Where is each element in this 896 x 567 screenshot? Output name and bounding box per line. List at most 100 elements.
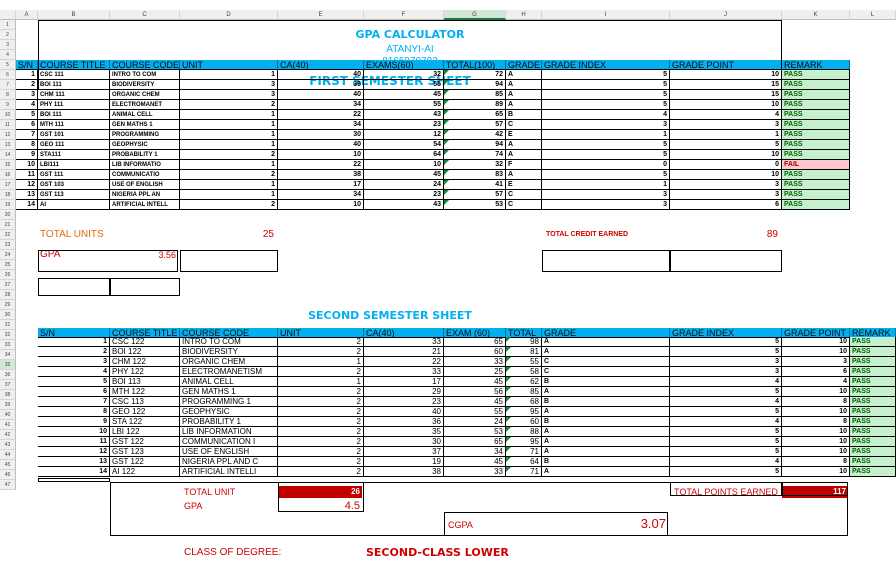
second-cell[interactable]: A bbox=[542, 447, 670, 457]
first-cell[interactable]: 7 bbox=[16, 130, 38, 140]
first-cell[interactable]: A bbox=[506, 70, 542, 80]
second-cell[interactable]: 3 bbox=[670, 357, 782, 367]
first-cell[interactable]: A bbox=[506, 140, 542, 150]
second-cell[interactable]: 10 bbox=[782, 437, 850, 447]
second-cell[interactable]: CSC 113 bbox=[110, 397, 180, 407]
row-header-28[interactable]: 28 bbox=[0, 290, 16, 300]
row-header-22[interactable]: 22 bbox=[0, 230, 16, 240]
row-header-24[interactable]: 24 bbox=[0, 250, 16, 260]
second-cell[interactable]: 10 bbox=[782, 447, 850, 457]
first-cell[interactable]: 1 bbox=[16, 70, 38, 80]
second-cell[interactable]: 9 bbox=[38, 417, 110, 427]
second-cell[interactable]: GST 122 bbox=[110, 457, 180, 467]
second-cell[interactable]: ANIMAL CELL bbox=[180, 377, 278, 387]
second-cell[interactable]: PASS bbox=[850, 337, 896, 347]
first-cell[interactable]: 32 bbox=[444, 160, 506, 170]
row-header-40[interactable]: 40 bbox=[0, 410, 16, 420]
second-gpa-value[interactable]: 4.5 bbox=[344, 500, 360, 512]
second-cell[interactable]: PHY 122 bbox=[110, 367, 180, 377]
row-header-38[interactable]: 38 bbox=[0, 390, 16, 400]
second-cell[interactable]: 14 bbox=[38, 467, 110, 477]
row-header-29[interactable]: 29 bbox=[0, 300, 16, 310]
second-cell[interactable]: PASS bbox=[850, 407, 896, 417]
first-cell[interactable]: 4 bbox=[670, 110, 782, 120]
first-cell[interactable]: 4 bbox=[542, 110, 670, 120]
row-header-37[interactable]: 37 bbox=[0, 380, 16, 390]
row-header-25[interactable]: 25 bbox=[0, 260, 16, 270]
second-cell[interactable]: 35 bbox=[364, 427, 444, 437]
second-cell[interactable]: ELECTROMANETISM bbox=[180, 367, 278, 377]
first-cell[interactable]: GEN MATHS 1 bbox=[110, 120, 180, 130]
first-cell[interactable]: 1 bbox=[180, 190, 278, 200]
first-cell[interactable]: PROBABILITY 1 bbox=[110, 150, 180, 160]
first-cell[interactable]: PASS bbox=[782, 110, 850, 120]
row-header-33[interactable]: 33 bbox=[0, 340, 16, 350]
first-cell[interactable]: 1 bbox=[180, 130, 278, 140]
first-cell[interactable]: 57 bbox=[444, 190, 506, 200]
first-cell[interactable]: 43 bbox=[364, 110, 444, 120]
second-cell[interactable]: B bbox=[542, 377, 670, 387]
second-cell[interactable]: B bbox=[542, 457, 670, 467]
second-cell[interactable]: 3 bbox=[782, 357, 850, 367]
first-cell[interactable]: 3 bbox=[670, 190, 782, 200]
first-cell[interactable]: 14 bbox=[16, 200, 38, 210]
first-cell[interactable]: 12 bbox=[16, 180, 38, 190]
first-cell[interactable]: 10 bbox=[278, 150, 364, 160]
first-cell[interactable]: 45 bbox=[364, 90, 444, 100]
first-cell[interactable]: PASS bbox=[782, 150, 850, 160]
second-cell[interactable]: LBI 122 bbox=[110, 427, 180, 437]
second-cell[interactable]: 55 bbox=[506, 357, 542, 367]
first-cell[interactable]: 4 bbox=[16, 100, 38, 110]
first-cell[interactable]: 1 bbox=[542, 130, 670, 140]
first-cell[interactable]: 1 bbox=[180, 180, 278, 190]
first-cell[interactable]: 40 bbox=[278, 90, 364, 100]
row-header-23[interactable]: 23 bbox=[0, 240, 16, 250]
second-cell[interactable]: 36 bbox=[364, 417, 444, 427]
second-cell[interactable]: 3 bbox=[38, 357, 110, 367]
first-cell[interactable]: 45 bbox=[364, 170, 444, 180]
first-cell[interactable]: 1 bbox=[670, 130, 782, 140]
first-cell[interactable]: 38 bbox=[278, 170, 364, 180]
first-cell[interactable]: PASS bbox=[782, 170, 850, 180]
first-cell[interactable]: 5 bbox=[16, 110, 38, 120]
second-cell[interactable]: 2 bbox=[278, 347, 364, 357]
first-cell[interactable]: 1 bbox=[180, 70, 278, 80]
second-cell[interactable]: 24 bbox=[444, 417, 506, 427]
first-cell[interactable]: 10 bbox=[16, 160, 38, 170]
first-cell[interactable]: 2 bbox=[180, 100, 278, 110]
row-header-18[interactable]: 18 bbox=[0, 190, 16, 200]
first-cell[interactable]: 3 bbox=[16, 90, 38, 100]
second-cell[interactable]: C bbox=[542, 357, 670, 367]
second-cell[interactable]: PROBABILITY 1 bbox=[180, 417, 278, 427]
second-cell[interactable]: 71 bbox=[506, 467, 542, 477]
row-header-30[interactable]: 30 bbox=[0, 310, 16, 320]
second-cell[interactable]: 88 bbox=[506, 427, 542, 437]
first-cell[interactable]: 9 bbox=[16, 150, 38, 160]
total-credit-value[interactable]: 89 bbox=[766, 229, 778, 240]
second-cell[interactable]: BIODIVERSITY bbox=[180, 347, 278, 357]
second-cell[interactable]: GST 123 bbox=[110, 447, 180, 457]
second-cell[interactable]: 45 bbox=[444, 377, 506, 387]
first-cell[interactable]: 55 bbox=[364, 100, 444, 110]
first-cell[interactable]: 5 bbox=[542, 150, 670, 160]
row-header-41[interactable]: 41 bbox=[0, 420, 16, 430]
first-cell[interactable]: GST 101 bbox=[38, 130, 110, 140]
second-cell[interactable]: GST 122 bbox=[110, 437, 180, 447]
column-header-h[interactable]: H bbox=[506, 10, 542, 20]
first-cell[interactable]: 83 bbox=[444, 170, 506, 180]
first-cell[interactable]: FAIL bbox=[782, 160, 850, 170]
second-cell[interactable]: 2 bbox=[278, 447, 364, 457]
second-cell[interactable]: CSC 122 bbox=[110, 337, 180, 347]
first-cell[interactable]: 11 bbox=[16, 170, 38, 180]
second-cell[interactable]: 85 bbox=[506, 387, 542, 397]
second-cell[interactable]: 5 bbox=[670, 437, 782, 447]
first-cell[interactable]: 23 bbox=[364, 190, 444, 200]
second-cell[interactable]: 81 bbox=[506, 347, 542, 357]
second-cell[interactable]: A bbox=[542, 407, 670, 417]
row-header-21[interactable]: 21 bbox=[0, 220, 16, 230]
second-cell[interactable]: NIGERIA PPL AND C bbox=[180, 457, 278, 467]
second-cell[interactable]: CHM 122 bbox=[110, 357, 180, 367]
second-cell[interactable]: 5 bbox=[670, 407, 782, 417]
row-header-3[interactable]: 3 bbox=[0, 40, 16, 50]
